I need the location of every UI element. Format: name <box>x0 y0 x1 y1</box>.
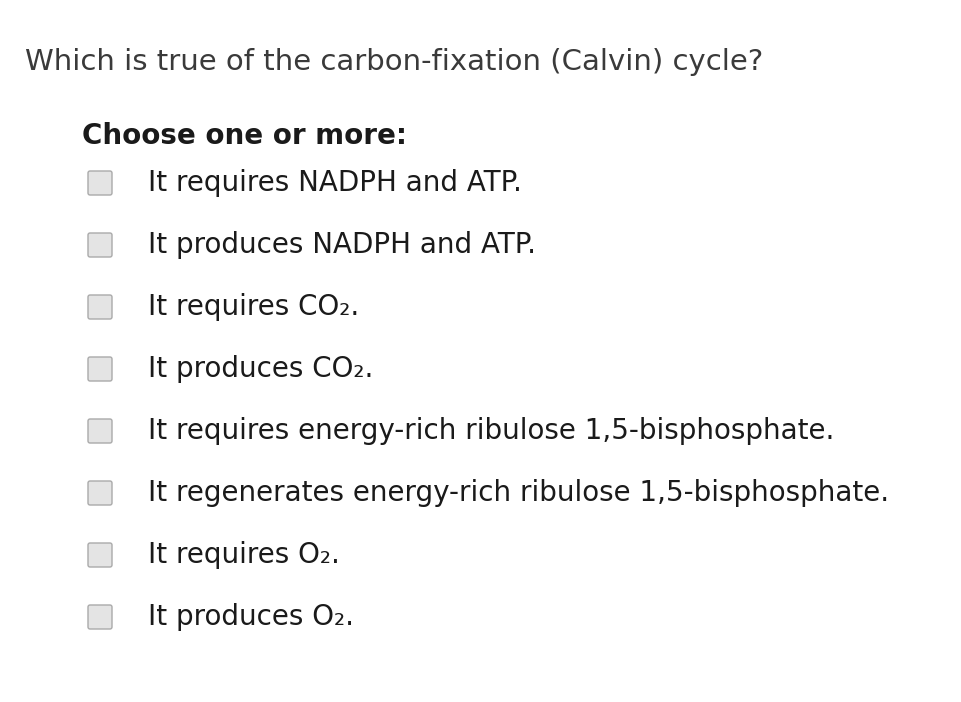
FancyBboxPatch shape <box>87 233 111 257</box>
FancyBboxPatch shape <box>87 357 111 381</box>
FancyBboxPatch shape <box>87 481 111 505</box>
FancyBboxPatch shape <box>87 543 111 567</box>
Text: It requires CO₂.: It requires CO₂. <box>148 293 358 321</box>
FancyBboxPatch shape <box>87 295 111 319</box>
Text: Which is true of the carbon-fixation (Calvin) cycle?: Which is true of the carbon-fixation (Ca… <box>25 48 762 76</box>
Text: Choose one or more:: Choose one or more: <box>82 122 407 150</box>
Text: It produces CO₂.: It produces CO₂. <box>148 355 373 383</box>
FancyBboxPatch shape <box>87 171 111 195</box>
Text: It produces O₂.: It produces O₂. <box>148 603 354 631</box>
Text: It regenerates energy-rich ribulose 1,5-bisphosphate.: It regenerates energy-rich ribulose 1,5-… <box>148 479 888 507</box>
Text: It requires NADPH and ATP.: It requires NADPH and ATP. <box>148 169 521 197</box>
FancyBboxPatch shape <box>87 605 111 629</box>
Text: It produces NADPH and ATP.: It produces NADPH and ATP. <box>148 231 535 259</box>
Text: It requires energy-rich ribulose 1,5-bisphosphate.: It requires energy-rich ribulose 1,5-bis… <box>148 417 833 445</box>
Text: It requires O₂.: It requires O₂. <box>148 541 339 569</box>
FancyBboxPatch shape <box>87 419 111 443</box>
